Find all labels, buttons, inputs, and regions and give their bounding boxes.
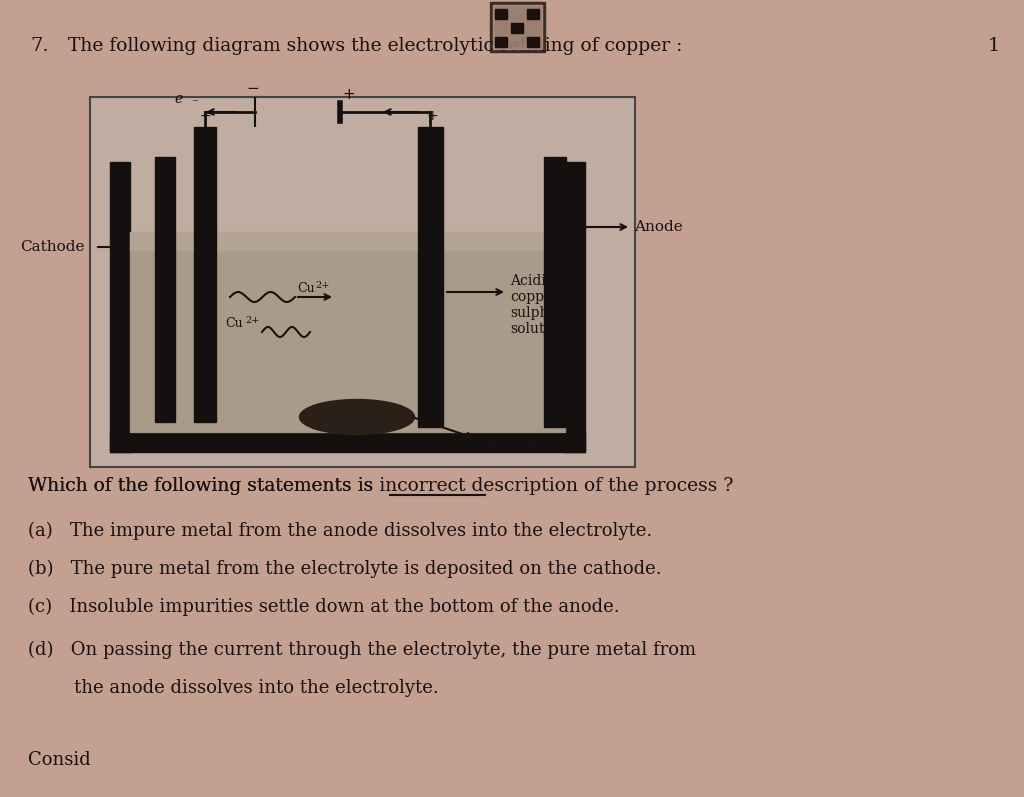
Text: copper: copper — [510, 290, 559, 304]
Text: solution: solution — [510, 322, 566, 336]
Text: e: e — [175, 92, 183, 106]
Text: Anode: Anode — [634, 220, 683, 234]
Bar — [130, 232, 565, 250]
Text: ⁻: ⁻ — [191, 97, 198, 110]
Text: 2+: 2+ — [245, 316, 259, 325]
Bar — [495, 37, 507, 47]
Bar — [527, 9, 539, 19]
Text: Anode mud: Anode mud — [479, 437, 559, 451]
Text: Cathode: Cathode — [20, 240, 85, 254]
Bar — [490, 2, 545, 52]
Text: The following diagram shows the electrolytic refining of copper :: The following diagram shows the electrol… — [68, 37, 682, 55]
Text: Cu: Cu — [225, 317, 243, 330]
Bar — [418, 127, 443, 427]
Text: sulphate: sulphate — [510, 306, 570, 320]
Text: Consid: Consid — [28, 751, 91, 769]
Text: Acidified: Acidified — [510, 274, 572, 288]
Bar — [194, 127, 216, 422]
Ellipse shape — [299, 399, 415, 434]
Bar — [110, 162, 130, 452]
Bar — [511, 23, 523, 33]
Bar — [544, 157, 566, 427]
Bar — [130, 232, 565, 432]
Text: (a)   The impure metal from the anode dissolves into the electrolyte.: (a) The impure metal from the anode diss… — [28, 522, 652, 540]
Text: (b)   The pure metal from the electrolyte is deposited on the cathode.: (b) The pure metal from the electrolyte … — [28, 560, 662, 579]
Text: 1: 1 — [987, 37, 1000, 55]
Text: +: + — [342, 87, 354, 102]
Text: 7.: 7. — [30, 37, 48, 55]
Bar — [155, 157, 175, 422]
Bar — [527, 37, 539, 47]
Bar — [495, 9, 507, 19]
Text: −: − — [247, 81, 259, 96]
Text: (c)   Insoluble impurities settle down at the bottom of the anode.: (c) Insoluble impurities settle down at … — [28, 598, 620, 616]
Text: −: − — [200, 109, 211, 123]
Text: Cu: Cu — [297, 282, 314, 295]
Bar — [90, 97, 635, 467]
Bar — [110, 432, 585, 452]
Text: Which of the following statements is: Which of the following statements is — [28, 477, 379, 495]
Text: 2+: 2+ — [315, 281, 330, 290]
Bar — [565, 162, 585, 452]
Text: (d)   On passing the current through the electrolyte, the pure metal from: (d) On passing the current through the e… — [28, 641, 696, 659]
Text: Which of the following statements is incorrect description of the process ?: Which of the following statements is inc… — [28, 477, 733, 495]
Bar — [493, 5, 542, 49]
Text: the anode dissolves into the electrolyte.: the anode dissolves into the electrolyte… — [28, 679, 438, 697]
Text: +: + — [426, 109, 438, 123]
